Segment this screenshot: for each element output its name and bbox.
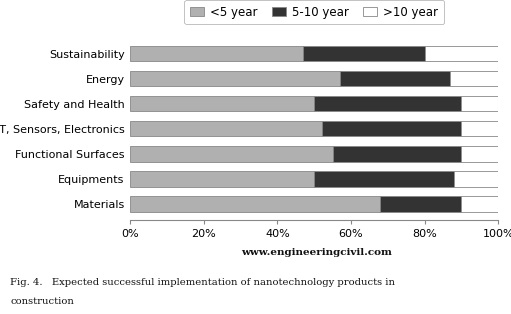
Bar	[461, 121, 498, 137]
Bar	[333, 146, 461, 161]
Bar	[130, 121, 321, 137]
Bar	[303, 46, 425, 62]
Bar	[425, 46, 498, 62]
Bar	[321, 121, 461, 137]
Bar	[130, 46, 303, 62]
Bar	[450, 71, 498, 86]
Bar	[130, 171, 314, 187]
Bar	[340, 71, 450, 86]
Bar	[314, 96, 461, 111]
Bar	[461, 196, 498, 212]
Text: construction: construction	[10, 297, 74, 306]
Bar	[130, 96, 314, 111]
Legend: <5 year, 5-10 year, >10 year: <5 year, 5-10 year, >10 year	[184, 0, 444, 24]
Bar	[130, 146, 333, 161]
Bar	[381, 196, 461, 212]
Text: www.engineeringcivil.com: www.engineeringcivil.com	[241, 248, 392, 257]
Bar	[130, 71, 340, 86]
Text: Fig. 4.   Expected successful implementation of nanotechnology products in: Fig. 4. Expected successful implementati…	[10, 278, 395, 287]
Bar	[461, 146, 498, 161]
Bar	[454, 171, 498, 187]
Bar	[130, 196, 381, 212]
Bar	[461, 96, 498, 111]
Bar	[314, 171, 454, 187]
